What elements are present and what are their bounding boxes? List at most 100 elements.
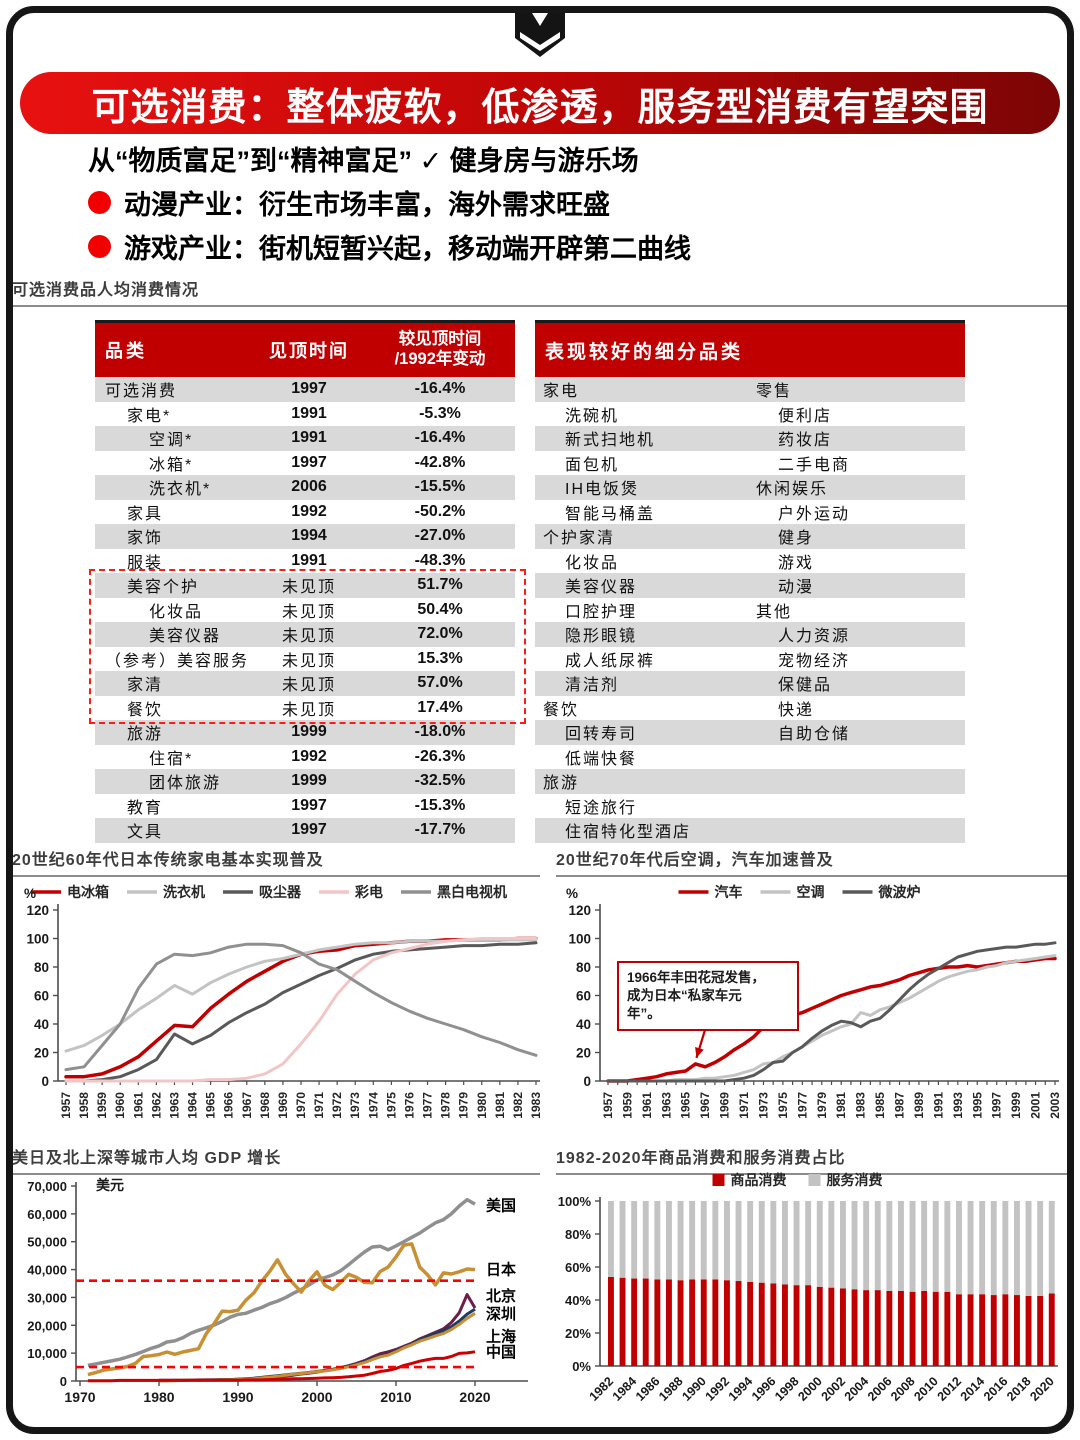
category-cell: 空调*: [149, 432, 194, 450]
subcategory-cell: 快递: [778, 701, 815, 719]
services-bar: [735, 1201, 742, 1282]
table-row: 可选消费 1997 -16.4%: [95, 377, 515, 402]
svg-text:1997: 1997: [990, 1092, 1004, 1119]
peak-cell: 1999: [291, 772, 327, 790]
change-cell: -17.7%: [414, 821, 466, 839]
brand-logo-icon: [515, 13, 565, 57]
services-bar: [631, 1201, 638, 1279]
series-line: [64, 937, 538, 1083]
peak-cell: 未见顶: [281, 579, 336, 597]
svg-text:1976: 1976: [402, 1092, 416, 1119]
svg-text:年”。: 年”。: [627, 1005, 661, 1021]
x-axis: 1970 1980 1990 2000 2010 2020: [64, 1380, 528, 1405]
table-row: 服装 1991 -48.3%: [95, 549, 515, 574]
services-bar: [666, 1201, 672, 1280]
goods-bar: [944, 1291, 951, 1366]
goods-bar: [631, 1278, 638, 1366]
svg-text:1975: 1975: [776, 1092, 790, 1119]
svg-text:1967: 1967: [240, 1092, 254, 1119]
table-row: 个护家清 健身: [535, 524, 965, 549]
subcategory-cell: 宠物经济: [778, 652, 851, 670]
svg-text:1998: 1998: [772, 1374, 802, 1404]
category-cell: 服装: [127, 554, 164, 572]
svg-text:80: 80: [34, 960, 49, 975]
category-table-header: 品类 见顶时间 较见顶时间 /1992年变动: [95, 323, 515, 377]
services-bar: [921, 1201, 928, 1291]
svg-text:1979: 1979: [815, 1092, 829, 1119]
subcategory-cell: 动漫: [778, 579, 815, 597]
section-caption-consumption-table: 可选消费品人均消费情况: [12, 276, 1068, 307]
category-cell: 家饰: [127, 530, 164, 548]
services-bar: [979, 1201, 986, 1295]
header-change: 较见顶时间 /1992年变动: [394, 330, 486, 368]
key-point-text: 动漫产业：衍生市场丰富，海外需求旺盛: [124, 190, 610, 220]
svg-text:80%: 80%: [565, 1227, 591, 1242]
category-cell: 团体旅游: [149, 775, 222, 793]
subcategory-cell: 旅游: [543, 775, 580, 793]
table-row: 智能马桶盖 户外运动: [535, 500, 965, 525]
peak-cell: 1992: [291, 502, 327, 520]
subcategory-cell: 美容仪器: [565, 579, 638, 597]
svg-text:2000: 2000: [795, 1374, 825, 1404]
change-cell: -27.0%: [414, 527, 466, 545]
svg-text:微波炉: 微波炉: [878, 884, 921, 900]
svg-text:1980: 1980: [143, 1389, 174, 1405]
svg-text:20: 20: [576, 1046, 591, 1061]
svg-text:%: %: [24, 886, 36, 901]
table-row: 洗碗机 便利店: [535, 402, 965, 427]
svg-text:20,000: 20,000: [27, 1318, 67, 1333]
svg-text:1981: 1981: [834, 1092, 848, 1119]
series-label: 中国: [486, 1343, 516, 1361]
series-line: [606, 956, 1057, 1083]
peak-cell: 1991: [291, 551, 327, 569]
goods-bar: [654, 1279, 661, 1366]
services-bar: [990, 1201, 997, 1296]
goods-bar: [1037, 1295, 1044, 1366]
svg-text:60: 60: [34, 989, 49, 1004]
change-cell: -26.3%: [414, 747, 466, 765]
subcategory-cell: 保健品: [778, 677, 833, 695]
goods-bar: [805, 1285, 812, 1366]
svg-text:1982: 1982: [511, 1092, 525, 1119]
goods-bar: [886, 1290, 893, 1366]
chart-gdp-per-capita: 美元 0 10,000 20,000 30,000 40,000 50,000 60,000 7…: [27, 1177, 528, 1405]
svg-text:1978: 1978: [439, 1092, 453, 1119]
peak-cell: 1997: [291, 796, 327, 814]
key-point: 游戏产业：街机短暂兴起，移动端开辟第二曲线: [88, 230, 691, 264]
svg-text:70,000: 70,000: [27, 1179, 67, 1194]
svg-text:2018: 2018: [1004, 1374, 1034, 1404]
svg-text:1992: 1992: [703, 1374, 733, 1404]
table-row: 成人纸尿裤 宠物经济: [535, 647, 965, 672]
svg-text:50,000: 50,000: [27, 1235, 67, 1250]
change-cell: -48.3%: [414, 551, 466, 569]
goods-bar: [689, 1279, 696, 1366]
svg-text:1980: 1980: [475, 1092, 489, 1119]
subcategory-table: 表现较好的细分品类 家电 零售 洗碗机 便利店 新式扫地机 药妆店 面包机 二手电商 IH电饭煲…: [535, 320, 965, 843]
services-bar: [758, 1201, 765, 1283]
services-bar: [909, 1201, 916, 1292]
table-row: 旅游: [535, 769, 965, 794]
svg-text:1969: 1969: [718, 1092, 732, 1119]
subcategory-cell: 化妆品: [565, 554, 620, 572]
svg-text:1995: 1995: [970, 1092, 984, 1119]
svg-text:1963: 1963: [659, 1092, 673, 1119]
subcategory-cell: 二手电商: [778, 456, 851, 474]
series-label: 北京: [486, 1287, 516, 1305]
category-cell: （参考）美容服务: [105, 652, 250, 670]
ref-lines: [76, 1279, 476, 1369]
goods-bar: [840, 1288, 846, 1366]
subcategory-cell: 短途旅行: [565, 799, 638, 817]
svg-text:2002: 2002: [819, 1374, 849, 1404]
key-points: 从“物质富足”到“精神富足” ✓ 健身房与游乐场 动漫产业：衍生市场丰富，海外需…: [88, 142, 691, 264]
peak-cell: 2006: [291, 478, 327, 496]
svg-text:1957: 1957: [601, 1092, 615, 1119]
change-cell: 17.4%: [417, 698, 463, 716]
table-row: 回转寿司 自助仓储: [535, 720, 965, 745]
series-line: [606, 941, 1057, 1083]
series-line: [159, 1312, 476, 1383]
svg-text:2020: 2020: [1027, 1374, 1057, 1404]
subcategory-cell: 面包机: [565, 456, 620, 474]
